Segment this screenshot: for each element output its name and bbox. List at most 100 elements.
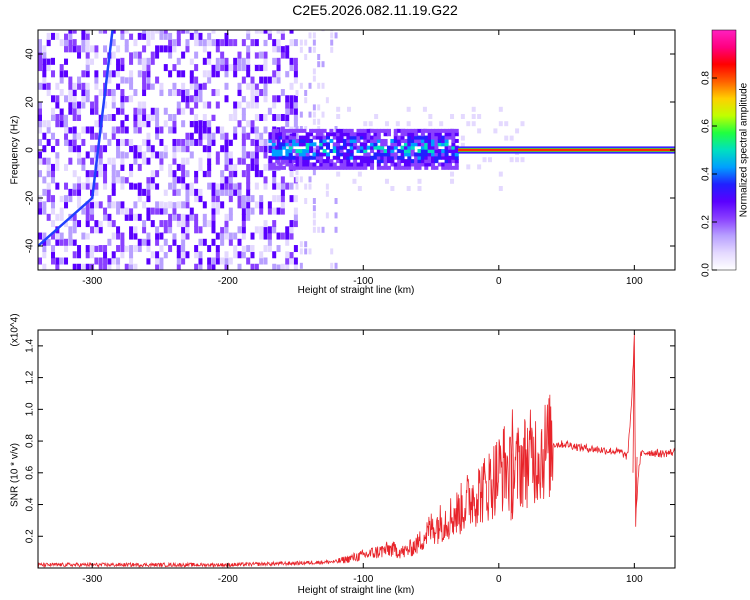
heatmap-cell [129,45,134,53]
heatmap-cell [326,162,331,167]
heatmap-cell [292,165,297,170]
heatmap-cell [390,138,395,143]
heatmap-cell [237,157,242,165]
heatmap-cell [241,170,246,178]
heatmap-cell [194,114,199,121]
heatmap-cell [59,70,64,78]
heatmap-cell [342,165,347,170]
heatmap-cell [168,213,173,221]
heatmap-cell [268,155,273,160]
heatmap-cell [325,205,329,212]
heatmap-cell [215,257,220,265]
heatmap-cell [116,226,121,234]
heatmap-cell [410,152,415,157]
heatmap-cell [393,132,398,137]
heatmap-cell [363,138,368,143]
heatmap-cell [312,212,316,219]
heatmap-cell [330,46,334,53]
heatmap-cell [309,142,314,147]
heatmap-cell [228,132,233,140]
heatmap-cell [185,145,190,153]
heatmap-cell [342,138,347,143]
heatmap-cell [477,128,482,134]
heatmap-cell [198,126,203,134]
heatmap-cell [120,238,125,246]
heatmap-cell [129,82,134,90]
heatmap-cell [176,101,181,109]
heatmap-cell [424,162,429,167]
heatmap-cell [90,207,95,215]
heatmap-cell [293,245,298,253]
heatmap-cell [146,132,151,140]
heatmap-cell [194,245,199,253]
heatmap-cell [185,132,190,140]
heatmap-cell [120,182,125,190]
heatmap-cell [64,182,69,190]
heatmap-cell [111,188,116,196]
heatmap-cell [228,157,233,165]
heatmap-cell [319,138,324,143]
heatmap-cell [241,114,246,121]
heatmap-cell [181,163,186,171]
heatmap-cell [427,128,432,133]
figure-title: C2E5.2026.082.11.19.G22 [292,2,458,18]
heatmap-cell [185,195,190,203]
heatmap-cell [319,142,324,147]
heatmap-cell [202,182,207,190]
heatmap-cell [224,232,229,240]
heatmap-cell [111,157,116,165]
heatmap-cell [254,126,259,134]
heatmap-cell [172,245,177,253]
heatmap-cell [390,159,395,164]
heatmap-cell [181,251,186,259]
heatmap-cell [308,248,312,255]
heatmap-cell [268,149,273,154]
heatmap-cell [220,226,225,234]
heatmap-cell [142,107,147,115]
heatmap-cell [263,95,268,103]
heatmap-cell [325,183,329,190]
heatmap-cell [424,155,429,160]
heatmap-cell [233,251,238,259]
heatmap-cell [46,138,51,146]
heatmap-cell [202,101,207,109]
heatmap-cell [329,132,334,137]
heatmap-cell [390,186,395,191]
heatmap-cell [336,114,341,119]
heatmap-cell [299,262,303,269]
heatmap-cell [55,151,60,159]
heatmap-cell [38,157,42,165]
heatmap-cell [393,145,398,150]
heatmap-cell [363,162,368,167]
heatmap-cell [285,263,290,270]
heatmap-cell [302,149,307,154]
heatmap-cell [498,186,503,191]
heatmap-cell [289,70,294,78]
heatmap-cell [250,138,255,146]
heatmap-cell [326,145,331,150]
heatmap-cell [194,220,199,228]
heatmap-cell [194,138,199,146]
heatmap-cell [241,263,246,270]
heatmap-cell [116,145,121,153]
heatmap-cell [68,89,73,97]
heatmap-cell [403,159,408,164]
heatmap-cell [107,138,112,146]
heatmap-cell [366,155,371,160]
heatmap-cell [504,121,509,127]
heatmap-cell [246,201,251,209]
heatmap-cell [322,149,327,154]
heatmap-cell [315,155,320,160]
heatmap-cell [94,182,99,190]
heatmap-cell [146,120,151,128]
heatmap-cell [410,135,415,140]
heatmap-cell [228,95,233,103]
heatmap-cell [276,64,281,72]
heatmap-cell [444,145,449,150]
heatmap-cell [285,101,290,109]
heatmap-cell [359,165,364,170]
heatmap-cell [434,149,439,154]
heatmap-cell [352,178,357,184]
heatmap-cell [111,101,116,109]
heatmap-cell [120,101,125,109]
